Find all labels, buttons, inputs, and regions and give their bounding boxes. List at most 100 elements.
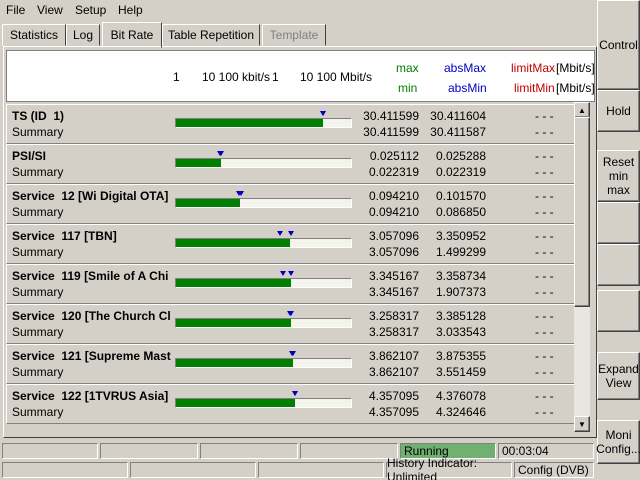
moni-button[interactable]: Moni Config... (596, 420, 640, 464)
menu-item[interactable]: Setup (75, 3, 107, 17)
status-cell (200, 443, 298, 459)
marker (280, 271, 287, 276)
row-frame (6, 184, 574, 224)
value-min: 3.057096 (368, 245, 419, 259)
expand-button[interactable]: Expand View (597, 352, 640, 400)
scroll-thumb[interactable] (574, 117, 590, 307)
status-cell (100, 443, 198, 459)
value-absmin: 30.411587 (430, 125, 486, 139)
value-min: 30.411599 (363, 125, 419, 139)
row-name: Service 121 [Supreme Mast (12, 349, 171, 363)
limit-min: - - - (535, 245, 554, 259)
limit-min: - - - (535, 205, 554, 219)
limit-max: - - - (535, 189, 554, 203)
limit-min: - - - (535, 285, 554, 299)
value-max: 4.357095 (368, 389, 419, 403)
value-absmax: 0.025288 (435, 149, 486, 163)
header-absmin: absMin (448, 81, 487, 95)
menu-item[interactable]: File (6, 3, 26, 17)
bitrate-bar (176, 239, 290, 247)
value-max: 3.345167 (368, 269, 419, 283)
hold-button[interactable]: Hold (597, 90, 640, 132)
status-cell (130, 462, 256, 478)
tab[interactable]: Bit Rate (102, 22, 162, 48)
value-max: 0.025112 (369, 149, 419, 163)
value-absmax: 3.358734 (435, 269, 486, 283)
limit-max: - - - (535, 109, 554, 123)
marker (288, 311, 295, 316)
value-absmin: 0.022319 (435, 165, 486, 179)
row-summary: Summary (12, 325, 64, 339)
bitrate-bar (176, 159, 222, 167)
rows: TS (ID 1) Summary 30.411599 30.411599 30.411… (6, 104, 574, 424)
control-button[interactable]: Control (597, 0, 640, 90)
value-absmax: 4.376078 (435, 389, 486, 403)
bitrate-bar (176, 199, 241, 207)
limit-max: - - - (535, 349, 554, 363)
row-frame (6, 264, 574, 304)
blank-button[interactable] (597, 244, 640, 286)
row-summary: Summary (12, 365, 64, 379)
value-min: 0.022319 (368, 165, 419, 179)
row-summary: Summary (12, 245, 64, 259)
marker (276, 231, 283, 236)
scale-label: 1 (272, 70, 279, 84)
bitrate-bar (176, 319, 291, 327)
row-summary: Summary (12, 125, 64, 139)
limit-max: - - - (535, 389, 554, 403)
limit-min: - - - (535, 365, 554, 379)
row-name: Service 12 [Wi Digital OTA] (12, 189, 169, 203)
tab[interactable]: Log (66, 24, 100, 46)
value-max: 0.094210 (368, 189, 419, 203)
bar-track (175, 158, 352, 168)
bitrate-bar (176, 279, 292, 287)
value-absmax: 30.411604 (430, 109, 486, 123)
tab[interactable]: Table Repetition (162, 24, 260, 46)
tab[interactable]: Statistics (2, 24, 66, 46)
header-limitmin: limitMin (514, 81, 555, 95)
marker (238, 191, 245, 196)
row-name: Service 120 [The Church Cl (12, 309, 171, 323)
value-min: 0.094210 (368, 205, 419, 219)
row-name: Service 122 [1TVRUS Asia] (12, 389, 169, 403)
marker (290, 351, 297, 356)
row-frame (6, 384, 574, 424)
row-frame (6, 224, 574, 264)
row-frame (6, 144, 574, 184)
limit-max: - - - (535, 309, 554, 323)
row-summary: Summary (12, 205, 64, 219)
status-cell (2, 462, 128, 478)
status-history: History Indicator: Unlimited (386, 456, 512, 480)
value-absmax: 3.350952 (435, 229, 486, 243)
menu-item[interactable]: View (37, 3, 63, 17)
value-max: 3.862107 (368, 349, 419, 363)
row-summary: Summary (12, 285, 64, 299)
blank-button[interactable] (597, 202, 640, 244)
row-name: TS (ID 1) (12, 109, 65, 123)
tab[interactable]: Template (262, 24, 326, 46)
reset-button[interactable]: Reset min max (597, 150, 640, 202)
panel (3, 46, 597, 438)
status-cell (2, 443, 98, 459)
menu-item[interactable]: Help (118, 3, 143, 17)
limit-max: - - - (535, 229, 554, 243)
row-name: Service 117 [TBN] (12, 229, 117, 243)
value-absmin: 4.324646 (435, 405, 486, 419)
row-name: Service 119 [Smile of A Chi (12, 269, 169, 283)
header-absmax: absMax (444, 61, 487, 75)
menu-bar: File View Setup Help (0, 0, 640, 20)
scroll-down[interactable]: ▼ (574, 416, 590, 432)
scroll-up[interactable]: ▲ (574, 102, 590, 118)
blank-button[interactable] (597, 290, 640, 332)
marker (218, 151, 225, 156)
bitrate-bar (176, 399, 296, 407)
status-time: 00:03:04 (498, 443, 594, 459)
value-absmax: 0.101570 (435, 189, 486, 203)
header (6, 50, 595, 102)
limit-min: - - - (535, 405, 554, 419)
row-summary: Summary (12, 405, 64, 419)
scale-label: 1 (173, 70, 180, 84)
limit-min: - - - (535, 165, 554, 179)
header-min: min (398, 81, 418, 95)
